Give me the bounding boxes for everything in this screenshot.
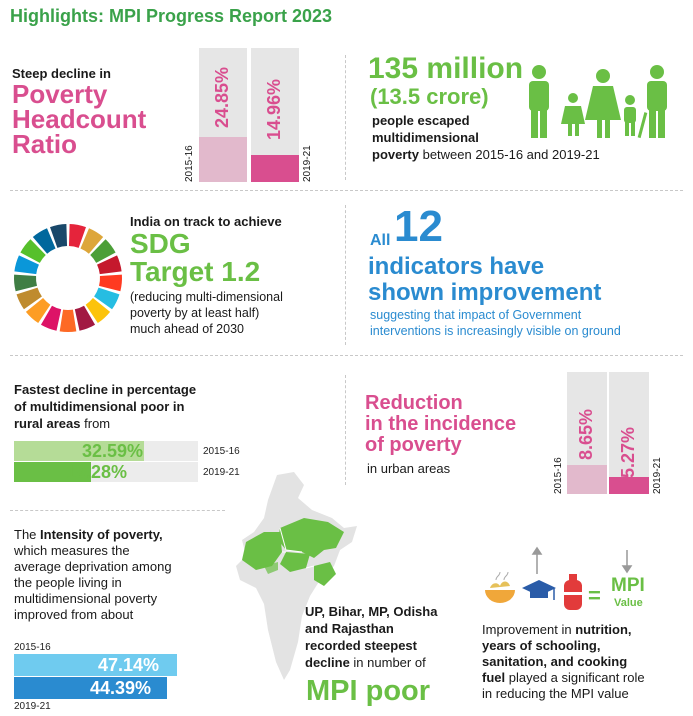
sdg-wheel-segment [14,255,39,275]
family-icon [529,65,667,139]
deprivation-icons [485,546,633,610]
year-label: 2015-16 [14,642,51,653]
sdg-wheel-segment [32,228,56,254]
bowl-icon [485,590,515,603]
divider [10,510,225,511]
year-label: 2015-16 [184,145,195,182]
bar-rural-2019 [14,462,92,482]
divider [345,375,346,485]
year-label: 2015-16 [203,446,240,457]
bar-track-urban-2019 [609,372,649,494]
escaped-sub: (13.5 crore) [370,84,489,109]
indicators-all: All [370,232,391,249]
mpi-value-label: Value [614,597,643,609]
rural-text: Fastest decline in percentage of multidi… [14,382,197,431]
urban-heading: Reduction in the incidence of poverty [365,392,517,456]
rural-value-2019: 19.28% [66,462,128,482]
year-label: 2019-21 [302,145,313,182]
indicators-heading: indicators have shown improvement [368,253,602,306]
mpi-label: MPI [611,575,645,596]
intensity-value-2019: 44.39% [90,678,152,698]
sdg-wheel-segment [74,305,96,331]
year-label: 2019-21 [203,467,240,478]
sdg-wheel-segment [80,228,104,254]
sdg-wheel-segment [40,305,62,331]
indicators-num: 12 [394,202,443,251]
escaped-big: 135 million [368,52,524,85]
mpi-text: Improvement in nutrition, years of schoo… [482,622,645,701]
sdg-big: SDG Target 1.2 [130,228,261,287]
sdg-wheel-segment [25,298,51,324]
sdg-wheel-icon [14,224,122,332]
year-label: 2019-21 [14,701,51,712]
indicators-sub: suggesting that impact of Government int… [370,308,621,338]
urban-value-2015: 8.65% [576,408,596,460]
states-text: UP, Bihar, MP, Odisha and Rajasthan reco… [305,604,438,670]
intensity-value-2015: 47.14% [98,655,160,675]
escaped-text: people escaped multidimensional poverty … [372,113,600,162]
urban-sub: in urban areas [367,461,451,476]
sdg-wheel-segment [14,274,37,292]
divider [10,190,683,191]
sdg-text: (reducing multi-dimensional poverty by a… [130,290,283,336]
sdg-wheel-segment [94,287,120,310]
year-label: 2015-16 [553,457,564,494]
sdg-wheel-segment [59,309,77,332]
headcount-value-2015: 24.85% [212,66,232,128]
bar-headcount-2019 [251,155,299,182]
bar-intensity-2019 [14,677,168,699]
bar-urban-2015 [567,465,607,494]
sdg-wheel-segment [16,287,42,310]
bar-intensity-2015 [14,654,177,676]
divider [345,205,346,345]
sdg-wheel-segment [85,298,111,324]
bar-urban-2019 [609,476,649,494]
sdg-wheel-segment [90,239,116,263]
bar-headcount-2015 [199,137,247,182]
divider [345,55,346,180]
sdg-lead: India on track to achieve [130,214,282,229]
sdg-wheel-segment [99,274,122,292]
sdg-wheel-segment [50,224,68,248]
intensity-text: The Intensity of poverty, which measures… [14,527,172,622]
year-label: 2019-21 [652,457,663,494]
sdg-wheel-segment [68,224,86,248]
states-big: MPI poor [306,675,431,707]
divider [10,355,683,356]
bar-rural-2015 [14,441,145,461]
headcount-lead: Steep decline in [12,66,111,81]
page-title: Highlights: MPI Progress Report 2023 [10,6,333,26]
sdg-wheel-segment [20,239,46,263]
rural-value-2015: 32.59% [82,441,144,461]
india-map-icon [236,472,357,680]
headcount-heading: Poverty Headcount Ratio [12,79,147,159]
equals-sign: = [588,583,601,608]
sdg-wheel-segment [97,255,122,275]
headcount-value-2019: 14.96% [264,78,284,140]
urban-value-2019: 5.27% [618,426,638,478]
